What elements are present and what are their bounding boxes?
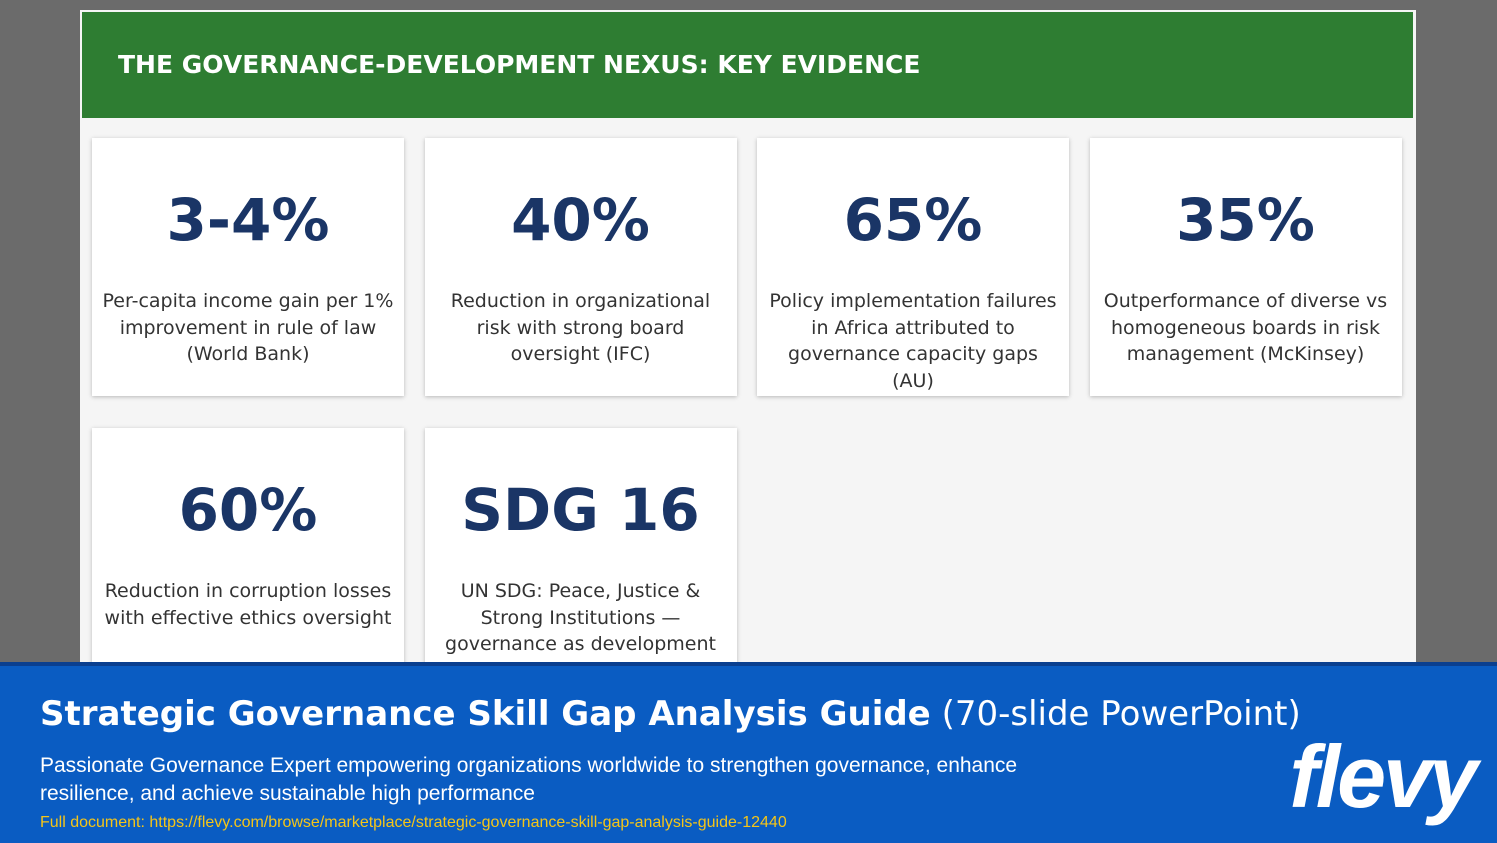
stat-description: Per-capita income gain per 1% improvemen…: [102, 290, 394, 365]
stat-card: 3-4% Per-capita income gain per 1% improv…: [92, 138, 404, 396]
stat-card: 60% Reduction in corruption losses with e…: [92, 428, 404, 670]
stat-value: 3-4%: [166, 186, 330, 254]
document-link[interactable]: Full document: https://flevy.com/browse/…: [40, 814, 787, 831]
stat-description: Reduction in corruption losses with effe…: [104, 580, 392, 629]
stat-card: 40% Reduction in organizational risk with…: [424, 138, 737, 396]
stat-description: Outperformance of diverse vs homogeneous…: [1103, 290, 1388, 365]
stat-value: SDG 16: [461, 476, 700, 544]
banner-subtitle: (70-slide PowerPoint): [941, 694, 1301, 734]
stat-description: Policy implementation failures in Africa…: [769, 290, 1057, 392]
banner: Strategic Governance Skill Gap Analysis …: [0, 662, 1497, 843]
banner-title: Strategic Governance Skill Gap Analysis …: [40, 694, 931, 734]
stat-value: 60%: [178, 476, 318, 544]
slide-title: THE GOVERNANCE-DEVELOPMENT NEXUS: KEY EV…: [82, 12, 1413, 118]
stat-description: Reduction in organizational risk with st…: [450, 290, 711, 365]
stat-value: 35%: [1176, 186, 1315, 254]
slide: THE GOVERNANCE-DEVELOPMENT NEXUS: KEY EV…: [80, 10, 1416, 670]
stat-value: 65%: [843, 186, 983, 254]
banner-description: Passionate Governance Expert empowering …: [40, 754, 1018, 805]
stat-value: 40%: [511, 186, 650, 254]
stat-description: UN SDG: Peace, Justice & Strong Institut…: [445, 580, 716, 670]
banner-heading: Strategic Governance Skill Gap Analysis …: [40, 694, 1301, 734]
stat-card: 35% Outperformance of diverse vs homogene…: [1089, 138, 1402, 396]
logo: flevy: [1289, 727, 1478, 826]
stat-card: 65% Policy implementation failures in Afr…: [757, 138, 1069, 396]
stat-card: SDG 16 UN SDG: Peace, Justice & Strong In…: [424, 428, 737, 670]
